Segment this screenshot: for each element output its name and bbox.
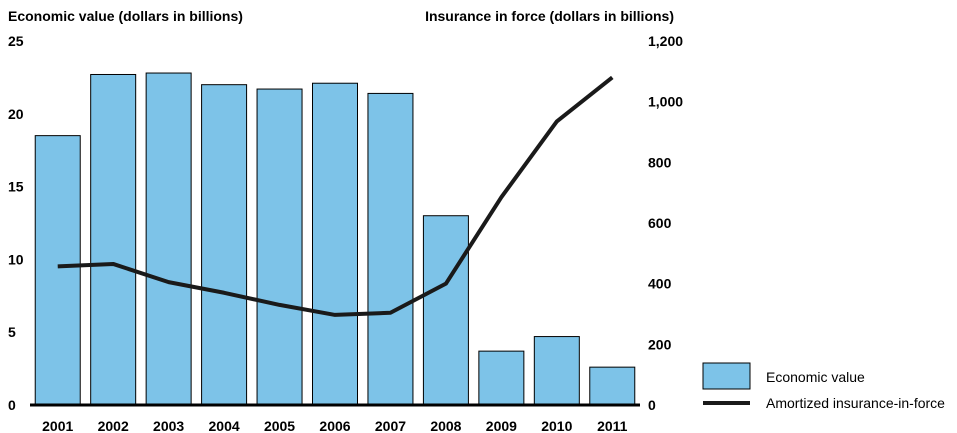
legend-label-amortized: Amortized insurance-in-force [766,395,945,411]
legend-label-economic-value: Economic value [766,369,865,385]
right-tick-label: 800 [648,154,672,170]
left-tick-label: 25 [8,33,24,49]
bar-2003 [145,72,192,406]
right-tick-label: 600 [648,215,672,231]
right-tick-label: 0 [648,397,656,413]
x-tick-label: 2007 [375,418,406,433]
x-tick-label: 2002 [98,418,129,433]
bar-2008 [422,215,469,406]
x-tick-label: 2006 [319,418,350,433]
left-tick-label: 5 [8,324,16,340]
bar-2011 [589,366,636,406]
left-tick-label: 15 [8,179,24,195]
x-tick-label: 2003 [153,418,184,433]
legend-bar-swatch [702,362,751,390]
left-tick-label: 10 [8,251,24,267]
bar-2010 [533,336,580,406]
right-tick-label: 400 [648,276,672,292]
x-tick-label: 2011 [597,418,628,433]
left-axis-title: Economic value (dollars in billions) [8,8,243,24]
bar-2002 [90,73,137,406]
right-axis-title: Insurance in force (dollars in billions) [425,8,674,24]
right-tick-label: 1,200 [648,33,683,49]
x-tick-label: 2001 [42,418,73,433]
bar-2005 [256,88,303,406]
left-tick-label: 20 [8,106,24,122]
bar-2004 [201,84,248,406]
left-tick-label: 0 [8,397,16,413]
x-tick-label: 2005 [264,418,295,433]
right-tick-label: 200 [648,336,672,352]
bar-2009 [478,350,525,406]
bar-2006 [312,82,358,406]
bar-2001 [34,135,81,406]
x-tick-label: 2009 [486,418,517,433]
x-tick-label: 2010 [541,418,572,433]
x-tick-label: 2004 [209,418,240,433]
x-tick-label: 2008 [430,418,461,433]
bar-2007 [367,92,414,406]
right-tick-label: 1,000 [648,94,683,110]
